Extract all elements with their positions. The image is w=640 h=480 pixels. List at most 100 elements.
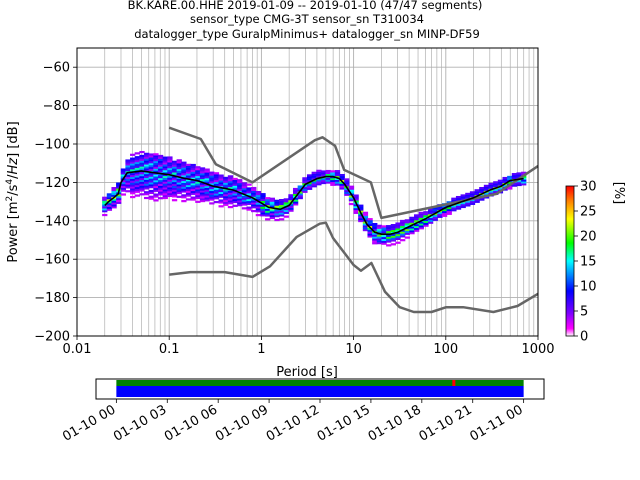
heatmap-cell [437, 206, 443, 209]
heatmap-cell [134, 158, 140, 161]
heatmap-cell [372, 240, 378, 243]
heatmap-cell [176, 180, 182, 183]
heatmap-cell [139, 164, 145, 167]
heatmap-cell [204, 183, 210, 187]
heatmap-cell [162, 177, 168, 180]
heatmap-cell [274, 211, 280, 214]
heatmap-cell [493, 183, 499, 186]
colorbar-tick-label: 10 [580, 280, 597, 295]
heatmap-cell [237, 186, 243, 189]
heatmap-cell [409, 230, 415, 233]
heatmap-cell [246, 183, 252, 186]
heatmap-cell [185, 182, 192, 186]
heatmap-cell [199, 175, 206, 178]
heatmap-cell [223, 186, 229, 189]
colorbar-tick-label: 0 [580, 330, 588, 345]
heatmap-cell [148, 159, 154, 162]
heatmap-cell [283, 200, 289, 203]
heatmap-cell [185, 173, 192, 176]
heatmap-cell [246, 187, 252, 190]
heatmap-cell [330, 179, 336, 183]
heatmap-cell [204, 178, 210, 181]
heatmap-cell [227, 194, 234, 197]
heatmap-cell [162, 160, 168, 163]
heatmap-cell [237, 190, 243, 193]
heatmap-cell [167, 171, 173, 174]
heatmap-cell [409, 228, 415, 231]
heatmap-cell [400, 227, 406, 230]
heatmap-cell [279, 218, 285, 221]
heatmap-cell [376, 240, 383, 243]
heatmap-cell [209, 198, 215, 201]
heatmap-cell [330, 181, 336, 184]
heatmap-cell [358, 206, 364, 209]
heatmap-cell [144, 173, 150, 177]
heatmap-cell [395, 235, 401, 239]
heatmap-cell [130, 180, 136, 183]
heatmap-cell [469, 195, 476, 198]
heatmap-cell [134, 177, 140, 180]
heatmap-cell [106, 202, 113, 206]
heatmap-cell [265, 210, 271, 213]
heatmap-cell [483, 188, 490, 191]
heatmap-cell [185, 167, 192, 170]
heatmap-cell [427, 215, 434, 219]
heatmap-cell [213, 193, 220, 196]
heatmap-cell [390, 233, 397, 236]
heatmap-cell [255, 192, 262, 196]
heatmap-cell [176, 165, 182, 168]
heatmap-cell [139, 154, 145, 158]
heatmap-cell [381, 242, 387, 245]
heatmap-cell [171, 170, 178, 173]
heatmap-cell [213, 187, 220, 190]
heatmap-cell [167, 187, 173, 190]
heatmap-cell [176, 195, 182, 198]
heatmap-cell [479, 188, 485, 192]
heatmap-cell [353, 209, 359, 213]
heatmap-cell [102, 196, 108, 199]
heatmap-cell [372, 242, 378, 245]
heatmap-cell [153, 199, 159, 202]
heatmap-cell [246, 208, 252, 211]
heatmap-cell [144, 187, 150, 190]
heatmap-cell [213, 195, 220, 198]
heatmap-cell [209, 202, 215, 205]
heatmap-cell [516, 172, 522, 175]
heatmap-cell [269, 199, 275, 202]
heatmap-cell [507, 177, 513, 180]
heatmap-cell [171, 193, 178, 196]
heatmap-cell [195, 171, 201, 175]
heatmap-cell [241, 203, 248, 206]
heatmap-cell [195, 194, 201, 198]
heatmap-cell [488, 184, 494, 187]
heatmap-cell [125, 167, 131, 170]
heatmap-cell [134, 171, 140, 174]
heatmap-cell [292, 199, 299, 202]
heatmap-cell [195, 200, 201, 203]
heatmap-cell [511, 184, 518, 187]
heatmap-cell [432, 218, 438, 221]
heatmap-cell [404, 219, 410, 222]
heatmap-cell [199, 199, 206, 203]
heatmap-cell [181, 190, 187, 193]
heatmap-cell [334, 173, 341, 177]
heatmap-cell [153, 160, 159, 164]
heatmap-cell [279, 199, 285, 202]
heatmap-cell [232, 204, 238, 207]
heatmap-cell [353, 204, 359, 207]
heatmap-cell [134, 194, 140, 197]
heatmap-cell [223, 194, 229, 197]
heatmap-cell [102, 208, 108, 211]
heatmap-cell [144, 162, 150, 165]
heatmap-cell [139, 177, 145, 181]
heatmap-cell [148, 182, 154, 185]
heatmap-cell [171, 162, 178, 165]
heatmap-cell [157, 185, 164, 188]
heatmap-cell [190, 163, 196, 167]
heatmap-cell [497, 179, 504, 182]
heatmap-cell [279, 204, 285, 207]
heatmap-cell [102, 206, 108, 209]
heatmap-cell [279, 206, 285, 209]
heatmap-cell [111, 204, 117, 207]
heatmap-cell [167, 169, 173, 173]
